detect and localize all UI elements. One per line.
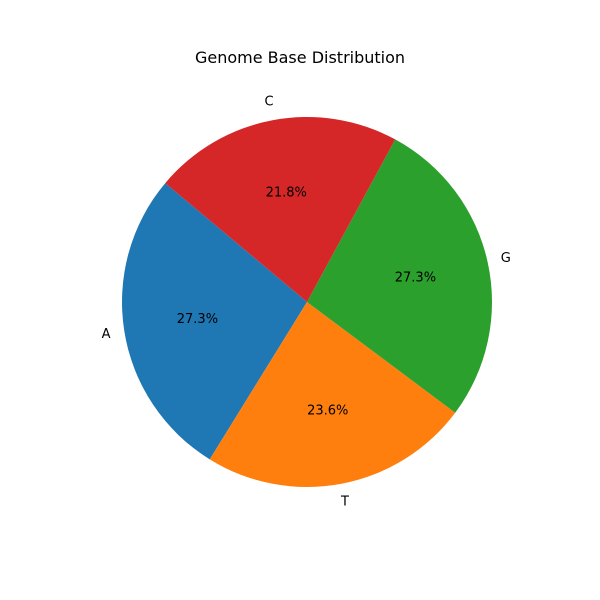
pie-slice-t [209,302,456,487]
percent-label-t: 23.6% [307,404,348,419]
slice-label-a: A [102,327,111,342]
pie-slice-a [122,183,307,460]
slice-label-g: G [501,251,511,266]
percent-label-a: 27.3% [177,312,218,327]
chart-title: Genome Base Distribution [194,48,406,67]
pie-slice-c [165,117,396,302]
percent-label-g: 27.3% [395,271,436,286]
slice-label-c: C [264,95,273,110]
pie-slice-g [307,139,493,413]
slice-label-t: T [340,494,349,509]
percent-label-c: 21.8% [266,185,307,200]
